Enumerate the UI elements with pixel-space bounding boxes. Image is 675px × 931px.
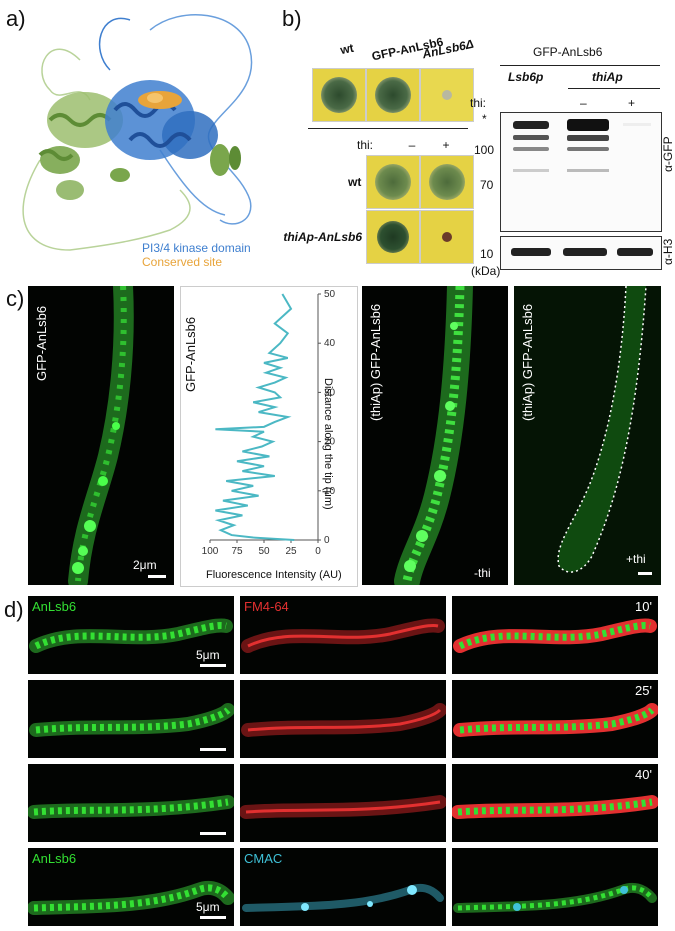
channel-label: FM4-64: [244, 599, 289, 614]
blot-thi-plus: +: [628, 96, 636, 110]
d-micrograph-r1-c2: FM4-64: [240, 596, 446, 674]
blot-thi-minus: –: [580, 96, 587, 110]
c3-corner: -thi: [474, 566, 491, 580]
panel-a-letter: a): [6, 6, 26, 31]
panel-d-letter: d): [4, 597, 24, 622]
d-scale-bar: [200, 664, 226, 667]
plate-delta: [420, 68, 474, 122]
x-tick-label: 100: [202, 546, 219, 557]
blot-lane-lsb6p: Lsb6p: [508, 70, 544, 84]
channel-label: AnLsb6: [32, 851, 77, 866]
blot-gfp-membrane: [500, 112, 662, 232]
time-label: 25': [635, 683, 652, 698]
marker-10: 10: [480, 247, 494, 261]
intensity-line: [214, 293, 295, 541]
legend-kinase-domain: PI3/4 kinase domain: [142, 241, 251, 255]
panel-c-letter: c): [6, 286, 25, 311]
plate-thia-minus: [366, 210, 420, 264]
time-label: 40': [635, 767, 652, 782]
x-tick-label: 75: [231, 546, 243, 557]
c4-label: (thiAp) GFP-AnLsb6: [520, 303, 535, 421]
blot-thi-label: thi:: [470, 96, 487, 110]
d-scale-bar: [200, 748, 226, 751]
row-label-thia: thiAp-AnLsb6: [283, 230, 362, 244]
x-tick-label: 0: [315, 546, 321, 557]
d-micrograph-r3-c2: [240, 764, 446, 842]
blot-unit: (kDa): [471, 264, 501, 278]
plate-wt: [312, 68, 366, 122]
chart-ylabel: Distance along the tip (μm): [322, 378, 334, 510]
y-tick-label: 0: [324, 535, 330, 546]
plate-wt-minus: [366, 155, 420, 209]
thi-label: thi:: [357, 138, 374, 152]
micrograph-gfp-anlsb6: GFP-AnLsb6 2μm: [28, 286, 174, 585]
d-micrograph-r4-c1: AnLsb6 5μm: [28, 848, 234, 926]
legend-conserved-site: Conserved site: [142, 255, 223, 269]
time-label: 10': [635, 599, 652, 614]
thi-minus: –: [408, 138, 416, 152]
y-tick-label: 10: [324, 486, 336, 497]
y-tick-label: 40: [324, 338, 336, 349]
c1-label: GFP-AnLsb6: [34, 305, 49, 381]
divider-line: [308, 128, 468, 129]
protein-structure-figure: [22, 13, 253, 251]
row-label-wt: wt: [348, 175, 362, 189]
plate-gfp: [366, 68, 420, 122]
blot-lane-thiap: thiAp: [592, 70, 623, 84]
plate-col-wt: wt: [339, 40, 355, 58]
d-micrograph-r3-c3: 40': [452, 764, 658, 842]
d-micrograph-r1-c1: AnLsb6 5μm: [28, 596, 234, 674]
d-micrograph-r2-c3: 25': [452, 680, 658, 758]
d-scale-bar: [200, 916, 226, 919]
y-tick-label: 50: [324, 289, 336, 300]
blot-title: GFP-AnLsb6: [533, 45, 603, 59]
marker-100: 100: [474, 143, 495, 157]
c4-scale-bar: [638, 572, 652, 575]
d-micrograph-r2-c2: [240, 680, 446, 758]
y-tick-label: 30: [324, 387, 336, 398]
panel-b-letter: b): [282, 6, 302, 31]
d-micrograph-r4-c2: CMAC: [240, 848, 446, 926]
blot-h3-membrane: [500, 236, 662, 270]
d-scale-text: 5μm: [196, 900, 220, 914]
d-micrograph-r2-c1: [28, 680, 234, 758]
micrograph-thiap-minus-thi: (thiAp) GFP-AnLsb6 -thi: [362, 286, 508, 585]
c1-scale-text: 2μm: [133, 558, 157, 572]
antibody-gfp: α-GFP: [661, 136, 675, 172]
marker-70: 70: [480, 178, 494, 192]
micrograph-thiap-plus-thi: (thiAp) GFP-AnLsb6 +thi: [514, 286, 661, 585]
channel-label: CMAC: [244, 851, 283, 866]
x-tick-label: 25: [285, 546, 297, 557]
c3-label: (thiAp) GFP-AnLsb6: [368, 303, 383, 421]
intensity-chart: 100 75 50 25 00 10 20 30 40 50: [202, 289, 336, 557]
chart-xlabel: Fluorescence Intensity (AU): [206, 569, 342, 581]
y-tick-label: 20: [324, 437, 336, 448]
d-micrograph-r3-c1: [28, 764, 234, 842]
plate-wt-plus: [420, 155, 474, 209]
plate-thia-plus: [420, 210, 474, 264]
x-tick-label: 50: [258, 546, 270, 557]
c1-scale-bar: [148, 575, 166, 578]
d-scale-text: 5μm: [196, 648, 220, 662]
thi-plus: +: [442, 138, 450, 152]
antibody-h3: α-H3: [661, 238, 675, 265]
channel-label: AnLsb6: [32, 599, 77, 614]
d-micrograph-r1-c3: 10': [452, 596, 658, 674]
intensity-plot-frame: [180, 286, 358, 587]
d-micrograph-r4-c3: [452, 848, 658, 926]
blot-star: *: [482, 112, 487, 126]
d-scale-bar: [200, 832, 226, 835]
c4-corner: +thi: [626, 552, 646, 566]
